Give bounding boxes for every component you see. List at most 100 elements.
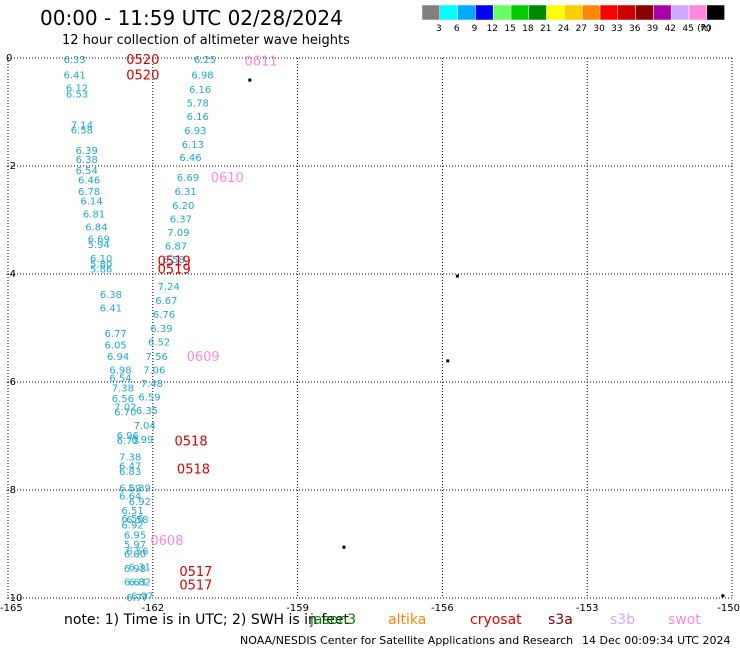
x-tick-label: -165 xyxy=(0,603,23,614)
swh-reading: 6.78 xyxy=(78,187,100,198)
swh-reading: 7.48 xyxy=(141,379,163,390)
swh-reading: 6.54 xyxy=(76,166,98,177)
swh-reading: 5.97 xyxy=(124,540,146,551)
swh-reading: 6.20 xyxy=(172,201,194,212)
swh-reading: 6.97 xyxy=(131,591,153,602)
swh-reading: 6.73 xyxy=(117,436,139,447)
island-marker xyxy=(248,78,252,82)
legend-swatch xyxy=(510,4,530,21)
swh-reading: 6.10 xyxy=(90,254,112,265)
x-tick-label: -162 xyxy=(141,603,164,614)
swh-reading: 6.12 xyxy=(66,84,88,95)
swh-reading: 6.56 xyxy=(112,394,134,405)
legend-label: 45 xyxy=(682,24,693,34)
legend-swatch xyxy=(457,4,476,21)
swh-reading: 5.78 xyxy=(187,98,209,109)
swh-reading: 6.58 xyxy=(126,515,148,526)
legend-label: 3 xyxy=(436,24,442,34)
legend-swatch xyxy=(421,4,441,21)
legend-label: 33 xyxy=(611,24,622,34)
swh-reading: 6.98 xyxy=(109,366,131,377)
swh-reading: 6.87 xyxy=(165,241,187,252)
swh-reading: 6.41 xyxy=(64,71,86,82)
swh-reading: 6.76 xyxy=(153,310,175,321)
x-tick-label: -159 xyxy=(286,603,309,614)
swh-reading: 6.39 xyxy=(76,146,98,157)
swh-reading: 6.82 xyxy=(129,577,151,588)
swh-reading: 6.96 xyxy=(117,431,139,442)
x-tick-label: -156 xyxy=(431,603,454,614)
swh-reading: 6.46 xyxy=(78,176,100,187)
legend-swatch xyxy=(475,4,494,21)
map-title: 00:00 - 11:59 UTC 02/28/2024 xyxy=(40,6,343,30)
swh-reading: 6.59 xyxy=(138,393,160,404)
swh-reading: 6.69 xyxy=(88,234,110,245)
swh-reading: 7.09 xyxy=(167,228,189,239)
legend-swatch xyxy=(528,4,547,21)
island-marker xyxy=(342,545,346,549)
track-time-label: 0518 xyxy=(177,462,210,477)
swh-reading: 6.39 xyxy=(129,483,151,494)
swh-reading: 6.69 xyxy=(177,173,199,184)
legend-unit: (ft) xyxy=(697,24,711,34)
legend-swatch xyxy=(688,4,708,21)
swh-reading: 7.14 xyxy=(71,120,93,131)
swh-reading: 6.33 xyxy=(64,55,86,66)
swh-reading: 6.41 xyxy=(100,303,122,314)
track-time-label: 0609 xyxy=(187,350,220,365)
legend-swatch xyxy=(670,4,690,21)
track-time-label: 0519 xyxy=(158,255,191,270)
legend-label: 21 xyxy=(540,24,551,34)
legend-label: 18 xyxy=(522,24,534,34)
note-text: note: 1) Time is in UTC; 2) SWH is in fe… xyxy=(64,612,350,628)
legend-label: 15 xyxy=(504,24,515,34)
x-tick-label: -153 xyxy=(576,603,599,614)
swh-reading: 7.24 xyxy=(158,282,180,293)
legend-swatch xyxy=(581,4,601,21)
track-time-label: 0518 xyxy=(175,434,208,449)
legend-label: 24 xyxy=(558,24,570,34)
swh-reading: 6.51 xyxy=(121,506,143,517)
track-time-label: 0610 xyxy=(211,171,244,186)
swh-reading: 6.05 xyxy=(105,341,127,352)
swh-reading: 6.58 xyxy=(162,255,184,266)
swh-reading: 6.59 xyxy=(119,483,141,494)
track-time-label: 0517 xyxy=(179,579,212,594)
swh-reading: 6.52 xyxy=(148,338,170,349)
swh-reading: 6.14 xyxy=(80,197,102,208)
swh-reading: 6.58 xyxy=(71,125,93,136)
legend-label: 9 xyxy=(472,24,478,34)
legend-label: 36 xyxy=(629,24,641,34)
legend-label: 12 xyxy=(487,24,498,34)
swh-reading: 6.56 xyxy=(126,546,148,557)
swh-reading: 6.81 xyxy=(83,210,105,221)
swh-reading: 6.25 xyxy=(194,55,216,66)
legend-swatch xyxy=(439,4,458,21)
swh-reading: 6.54 xyxy=(109,374,131,385)
y-tick-label: -8 xyxy=(6,485,16,496)
legend-label: 6 xyxy=(454,24,460,34)
legend-swatch xyxy=(492,4,512,21)
swh-reading: 6.46 xyxy=(179,153,201,164)
swh-reading: 6.99 xyxy=(131,435,153,446)
satellite-legend-item: s3b xyxy=(610,612,636,628)
y-tick-label: -10 xyxy=(6,593,22,604)
swh-reading: 5.86 xyxy=(90,265,112,276)
swh-reading: 6.70 xyxy=(114,408,136,419)
swh-reading: 6.95 xyxy=(124,530,146,541)
y-tick-label: -2 xyxy=(6,161,16,172)
swh-reading: 7.06 xyxy=(143,366,165,377)
swh-reading: 7.38 xyxy=(119,453,141,464)
swh-reading: 6.56 xyxy=(121,514,143,525)
y-tick-label: -4 xyxy=(6,269,16,280)
satellite-legend-item: cryosat xyxy=(470,612,522,628)
legend-label: 39 xyxy=(647,24,659,34)
swh-reading: 6.38 xyxy=(100,290,122,301)
swh-reading: 6.13 xyxy=(182,140,204,151)
swh-reading: 6.98 xyxy=(191,71,213,82)
x-tick-label: -150 xyxy=(717,603,740,614)
swh-reading: 6.31 xyxy=(175,187,197,198)
satellite-legend-item: s3a xyxy=(548,612,573,628)
swh-reading: 6.92 xyxy=(121,521,143,532)
